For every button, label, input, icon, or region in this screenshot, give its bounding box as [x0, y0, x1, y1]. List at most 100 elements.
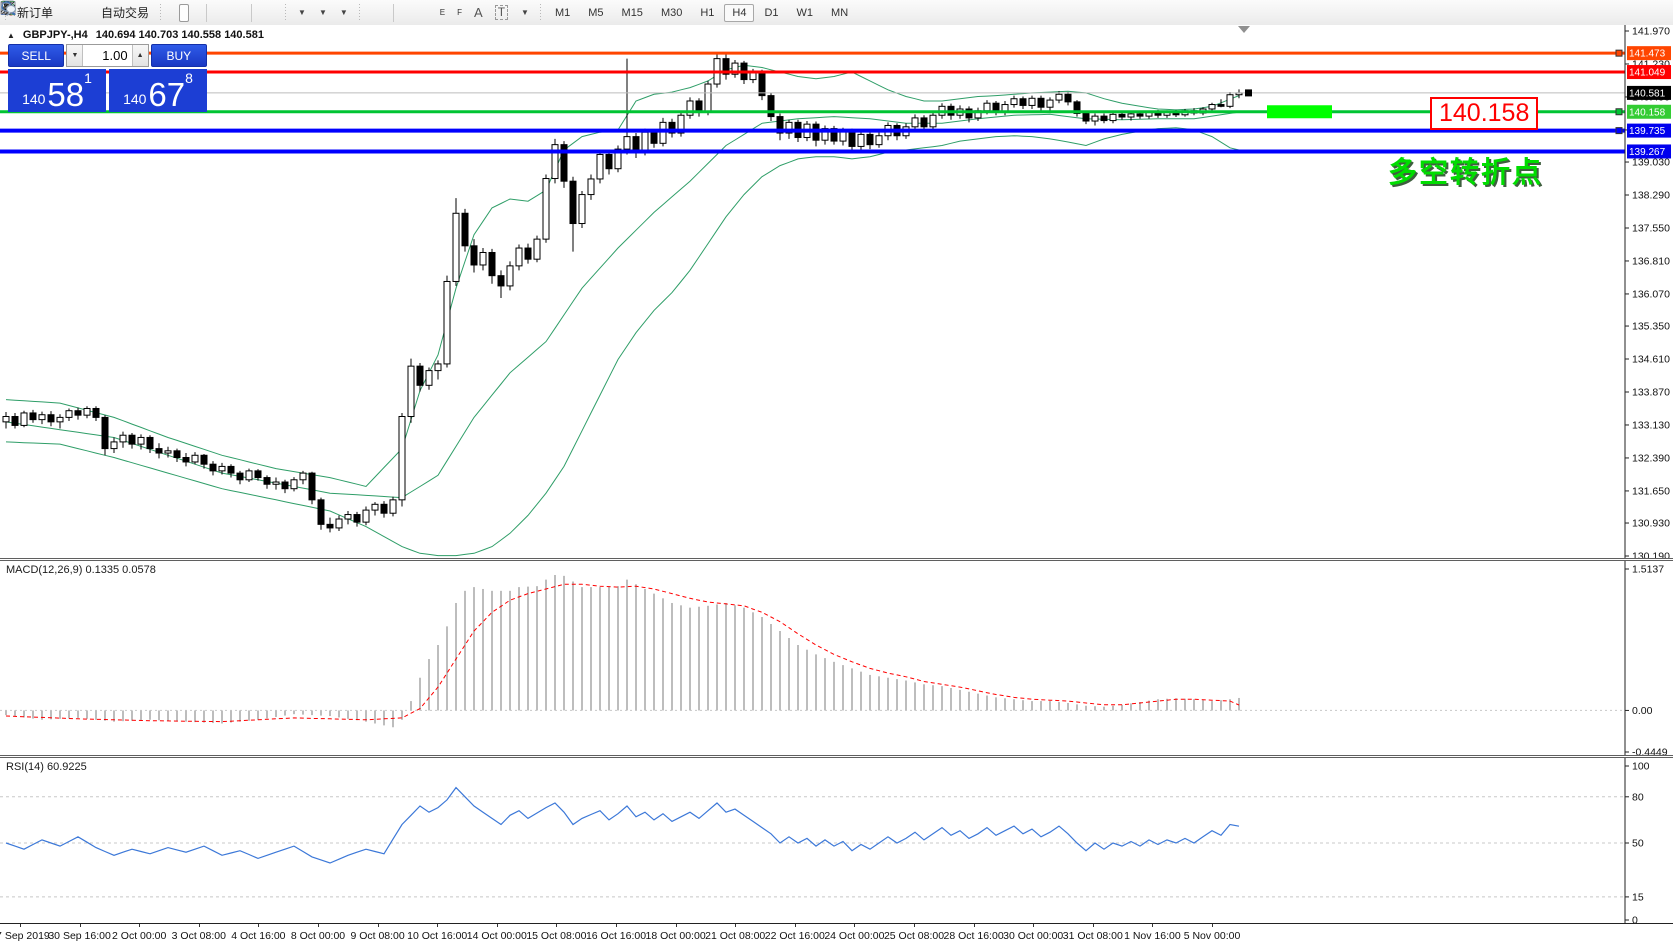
cursor-tool-button[interactable] — [4, 1, 376, 22]
candle-body — [560, 144, 568, 182]
toolbar-gripper[interactable] — [283, 3, 289, 22]
timeframe-m30-button[interactable]: M30 — [660, 6, 683, 19]
auto-scroll-button[interactable] — [1, 2, 267, 22]
fibonacci-tool-button[interactable]: F — [1, 2, 467, 22]
objects-collapse-icon[interactable]: ▲ — [7, 30, 15, 40]
time-tick — [437, 924, 439, 927]
candle-body — [623, 136, 631, 150]
pivot-annotation[interactable]: 多空转折点 — [1388, 157, 1544, 189]
text-label-tool-button[interactable]: T — [490, 4, 513, 22]
candle-body — [1064, 93, 1072, 103]
time-tick — [20, 924, 21, 927]
timeframe-h4-button[interactable]: H4 — [724, 3, 755, 22]
pane-splitter[interactable] — [0, 558, 1673, 561]
time-tick — [79, 924, 81, 927]
candle-body — [542, 178, 550, 240]
shapes-tool-button[interactable]: ▼ — [2, 1, 534, 22]
price-alert-box[interactable]: 140.158 — [1430, 97, 1539, 130]
time-tick — [735, 924, 737, 927]
volume-input[interactable] — [83, 45, 132, 66]
highlight-zone[interactable] — [1267, 105, 1332, 119]
candle-body — [398, 416, 406, 501]
toolbar-gripper[interactable] — [158, 3, 164, 22]
time-axis-label: 18 Oct 00:00 — [645, 930, 706, 942]
time-axis-label: 1 Nov 16:00 — [1124, 930, 1181, 942]
text-tool-button[interactable]: A — [469, 4, 488, 22]
pane-splitter[interactable] — [0, 755, 1673, 758]
rsi-pane[interactable]: RSI(14) 60.9225 100 80 50 15 0 — [0, 758, 1673, 923]
crosshair-tool-button[interactable] — [1, 1, 388, 22]
timeframe-d1-button[interactable]: D1 — [764, 6, 779, 19]
periods-button[interactable]: ▼ — [1, 1, 332, 22]
time-axis-label: 4 Oct 16:00 — [231, 930, 286, 942]
indicators-button[interactable]: ▼ — [0, 1, 311, 22]
candle-body — [965, 108, 973, 119]
new-order-button[interactable]: 新订单 — [1, 0, 58, 22]
time-tick — [496, 924, 498, 927]
candle-body — [650, 131, 658, 144]
gold-chart-button[interactable] — [1, 1, 70, 22]
volume-decrease-button[interactable]: ▼ — [67, 45, 84, 66]
volume-increase-button[interactable]: ▲ — [131, 45, 148, 66]
chevron-down-icon: ▼ — [298, 8, 306, 17]
time-tick — [1212, 924, 1213, 927]
rsi-scale-tick: 100 — [1632, 761, 1650, 773]
macd-chart[interactable]: 1.5137 0.00 -0.4449 — [0, 561, 1673, 755]
time-axis-label: 3 Oct 08:00 — [171, 930, 226, 942]
rsi-chart[interactable]: 100 80 50 15 0 — [0, 758, 1673, 923]
line-chart-type-button[interactable] — [0, 2, 201, 22]
templates-button[interactable]: ▼ — [0, 1, 353, 22]
chat-icon[interactable] — [0, 0, 16, 16]
candlestick-chart[interactable]: 141.970141.230140.490139.750139.030138.2… — [0, 25, 1673, 558]
timeframe-m1-button[interactable]: M1 — [554, 6, 571, 19]
price-scale-tick: 130.190 — [1632, 551, 1670, 559]
candle-body — [506, 265, 514, 287]
candle-body — [155, 448, 163, 454]
candle-body — [452, 212, 460, 282]
candle-body — [929, 114, 937, 128]
rsi-line — [5, 786, 1240, 864]
chart-title: ▲ GBPJPY-,H4 140.694 140.703 140.558 140… — [7, 29, 264, 41]
candle-body — [362, 509, 370, 523]
time-tick — [675, 924, 677, 927]
toolbar-gripper[interactable] — [356, 3, 362, 22]
time-axis-label: 30 Oct 00:00 — [1003, 930, 1064, 942]
signals-button[interactable] — [4, 1, 94, 22]
chart-ohlc-values: 140.694 140.703 140.558 140.581 — [95, 29, 264, 41]
horizontal-line-tool-button[interactable] — [1, 4, 421, 22]
sell-button[interactable]: SELL — [8, 44, 65, 67]
candle-body — [416, 365, 424, 386]
scroll-end-marker[interactable] — [1238, 26, 1250, 33]
timeframe-mn-button[interactable]: MN — [831, 6, 849, 19]
timeframe-m15-button[interactable]: M15 — [621, 6, 643, 19]
autotrading-button[interactable]: 自动交易 — [1, 1, 154, 22]
buy-button[interactable]: BUY — [150, 44, 207, 67]
macd-pane[interactable]: MACD(12,26,9) 0.1335 0.0578 1.5137 0.00 -0… — [0, 561, 1673, 755]
one-click-trading-panel: SELL ▼ ▲ BUY 140 58 1 140 67 8 — [8, 44, 207, 112]
text-label-icon: T — [494, 5, 509, 20]
new-chart-button[interactable] — [0, 1, 82, 22]
zoom-out-button[interactable] — [1, 1, 234, 22]
tile-windows-button[interactable] — [1, 1, 246, 22]
toolbar-gripper[interactable] — [537, 3, 543, 22]
candle-body — [722, 58, 730, 75]
chart-shift-button[interactable] — [1, 2, 279, 22]
timeframe-w1-button[interactable]: W1 — [796, 6, 814, 19]
bar-chart-type-button[interactable] — [2, 2, 177, 22]
vertical-line-tool-button[interactable] — [7, 1, 409, 22]
timeframe-h1-button[interactable]: H1 — [700, 6, 715, 19]
price-scale-tick: 133.130 — [1632, 419, 1670, 431]
candlestick-type-button[interactable] — [2, 1, 190, 22]
timeframe-m5-button[interactable]: M5 — [588, 6, 604, 19]
channel-label: E — [439, 8, 446, 17]
time-tick — [616, 924, 617, 927]
channel-tool-button[interactable]: E — [0, 1, 450, 22]
sell-price-box[interactable]: 140 58 1 — [8, 69, 106, 112]
buy-price-box[interactable]: 140 67 8 — [109, 69, 207, 112]
trendline-tool-button[interactable] — [1, 1, 433, 22]
time-axis-label: 28 Oct 16:00 — [943, 930, 1004, 942]
price-chart-pane[interactable]: ▲ GBPJPY-,H4 140.694 140.703 140.558 140… — [0, 25, 1673, 558]
zoom-in-button[interactable] — [1, 1, 222, 22]
candle-body — [731, 62, 739, 75]
